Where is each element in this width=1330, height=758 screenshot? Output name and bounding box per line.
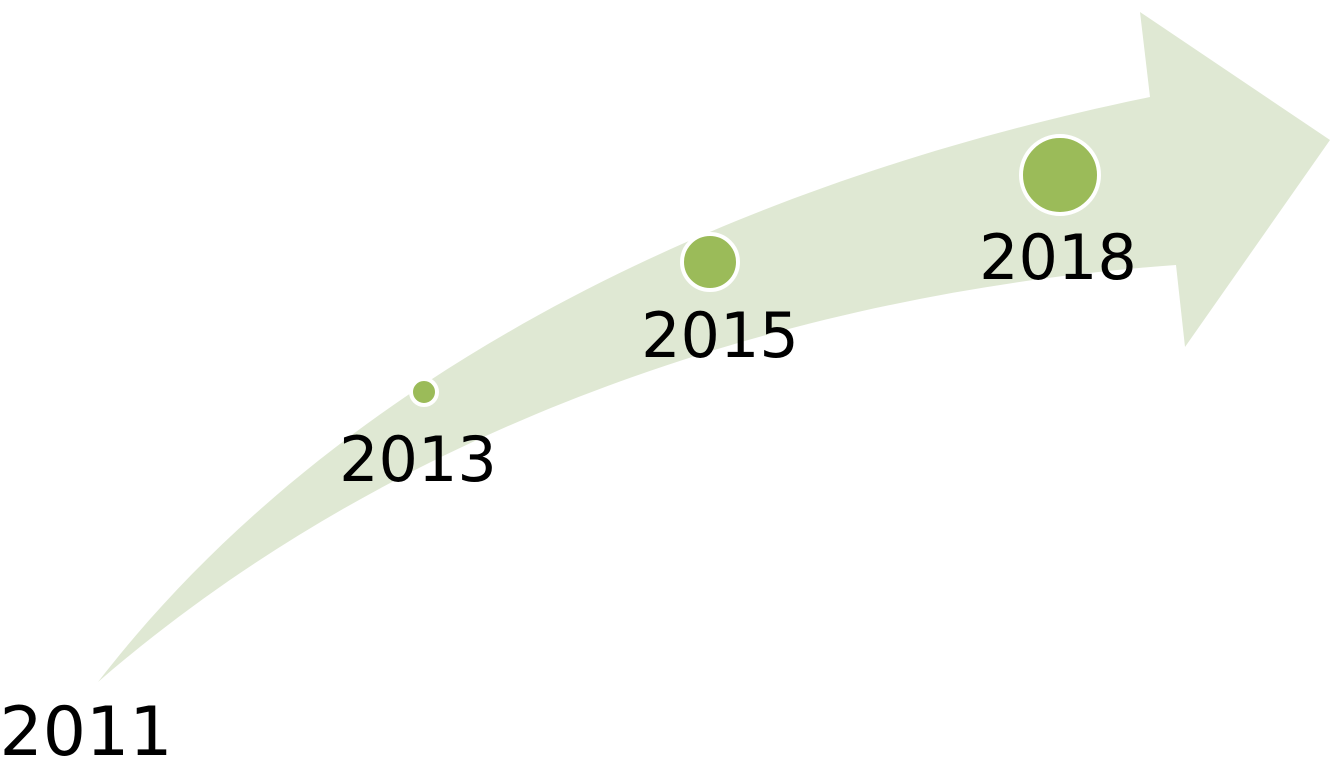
milestone-dot bbox=[1019, 134, 1101, 216]
milestone-dot bbox=[409, 377, 439, 407]
milestone-label: 2013 bbox=[339, 423, 497, 496]
milestone-label: 2015 bbox=[641, 299, 799, 372]
milestone-dot bbox=[680, 232, 740, 292]
milestone-label: 2011 bbox=[0, 693, 173, 758]
milestone-label: 2018 bbox=[979, 221, 1137, 294]
